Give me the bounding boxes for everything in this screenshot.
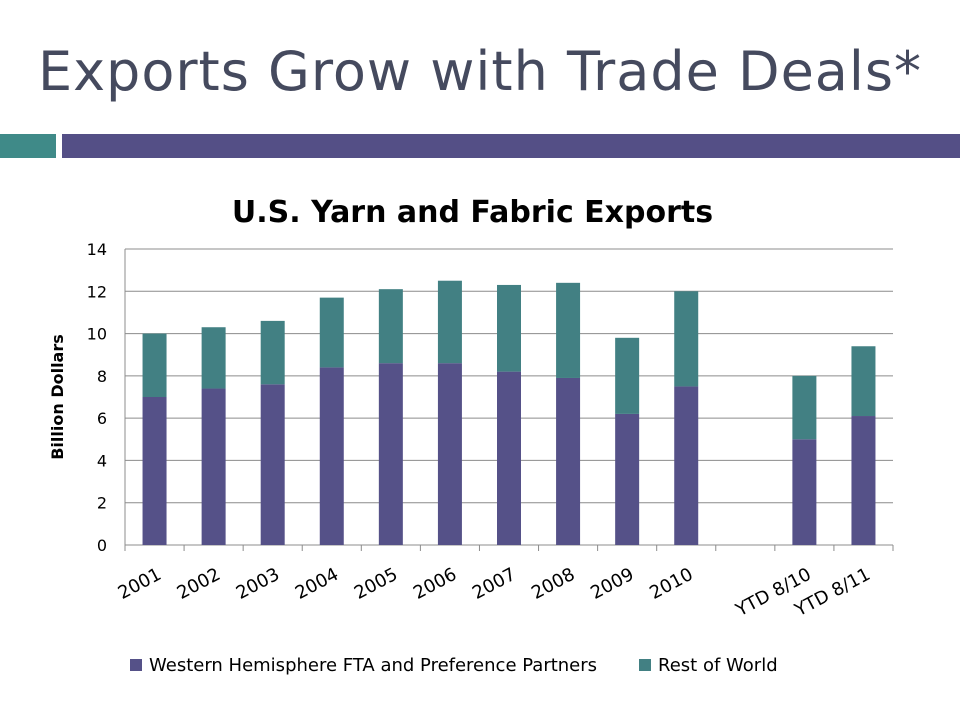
bar-rest-of-world xyxy=(260,320,285,385)
bar-western-hemisphere xyxy=(615,413,640,545)
legend-label-series-2: Rest of World xyxy=(658,654,778,676)
bar-rest-of-world xyxy=(201,327,226,389)
bar-western-hemisphere xyxy=(674,386,699,545)
y-tick-label: 0 xyxy=(97,536,107,555)
chart-title: U.S. Yarn and Fabric Exports xyxy=(231,195,714,230)
legend-item-series-1: Western Hemisphere FTA and Preference Pa… xyxy=(130,655,597,676)
y-tick-label: 6 xyxy=(97,409,107,428)
x-tick-label: 2005 xyxy=(351,564,401,604)
x-tick-label: 2009 xyxy=(587,564,637,604)
x-tick-label: 2004 xyxy=(292,564,342,604)
legend-swatch-series-2 xyxy=(639,659,652,671)
accent-bar-purple xyxy=(62,134,960,158)
y-tick-label: 14 xyxy=(87,240,107,259)
x-tick-label: 2002 xyxy=(174,564,224,604)
bar-western-hemisphere xyxy=(437,363,462,545)
slide-title: Exports Grow with Trade Deals* xyxy=(37,40,923,103)
bar-western-hemisphere xyxy=(201,388,226,545)
y-tick-label: 10 xyxy=(87,325,107,344)
y-axis-label: Billion Dollars xyxy=(48,334,67,460)
legend-swatch-series-1 xyxy=(130,659,142,671)
x-tick-label: 2001 xyxy=(115,564,165,604)
y-tick-label: 4 xyxy=(97,451,107,470)
x-tick-label: 2007 xyxy=(469,564,519,604)
bar-rest-of-world xyxy=(497,284,521,372)
bar-western-hemisphere xyxy=(319,367,344,545)
bar-western-hemisphere xyxy=(378,363,403,545)
y-tick-label: 8 xyxy=(97,367,107,386)
y-tick-label: 12 xyxy=(87,282,107,301)
legend-item-series-2: Rest of World xyxy=(639,655,778,676)
bar-rest-of-world xyxy=(142,333,167,397)
chart-legend: Western Hemisphere FTA and Preference Pa… xyxy=(130,655,778,676)
x-tick-label: 2003 xyxy=(233,564,283,604)
bar-western-hemisphere xyxy=(556,377,581,545)
bar-rest-of-world xyxy=(437,280,462,364)
bar-western-hemisphere xyxy=(792,439,817,545)
bar-rest-of-world xyxy=(851,346,876,417)
bar-western-hemisphere xyxy=(851,416,876,545)
bar-rest-of-world xyxy=(674,291,699,387)
y-tick-label: 2 xyxy=(97,494,107,513)
bar-rest-of-world xyxy=(792,375,817,440)
bar-rest-of-world xyxy=(378,289,403,364)
bar-western-hemisphere xyxy=(260,384,285,545)
bar-rest-of-world xyxy=(615,337,640,414)
x-tick-label: 2010 xyxy=(646,564,696,604)
bar-rest-of-world xyxy=(556,282,581,378)
accent-bar-teal xyxy=(0,134,56,158)
x-tick-label: 2008 xyxy=(528,564,578,604)
x-tick-label: 2006 xyxy=(410,564,460,604)
bar-rest-of-world xyxy=(319,297,344,368)
bar-western-hemisphere xyxy=(142,397,167,545)
bar-western-hemisphere xyxy=(497,371,521,545)
legend-label-series-1: Western Hemisphere FTA and Preference Pa… xyxy=(149,654,598,676)
